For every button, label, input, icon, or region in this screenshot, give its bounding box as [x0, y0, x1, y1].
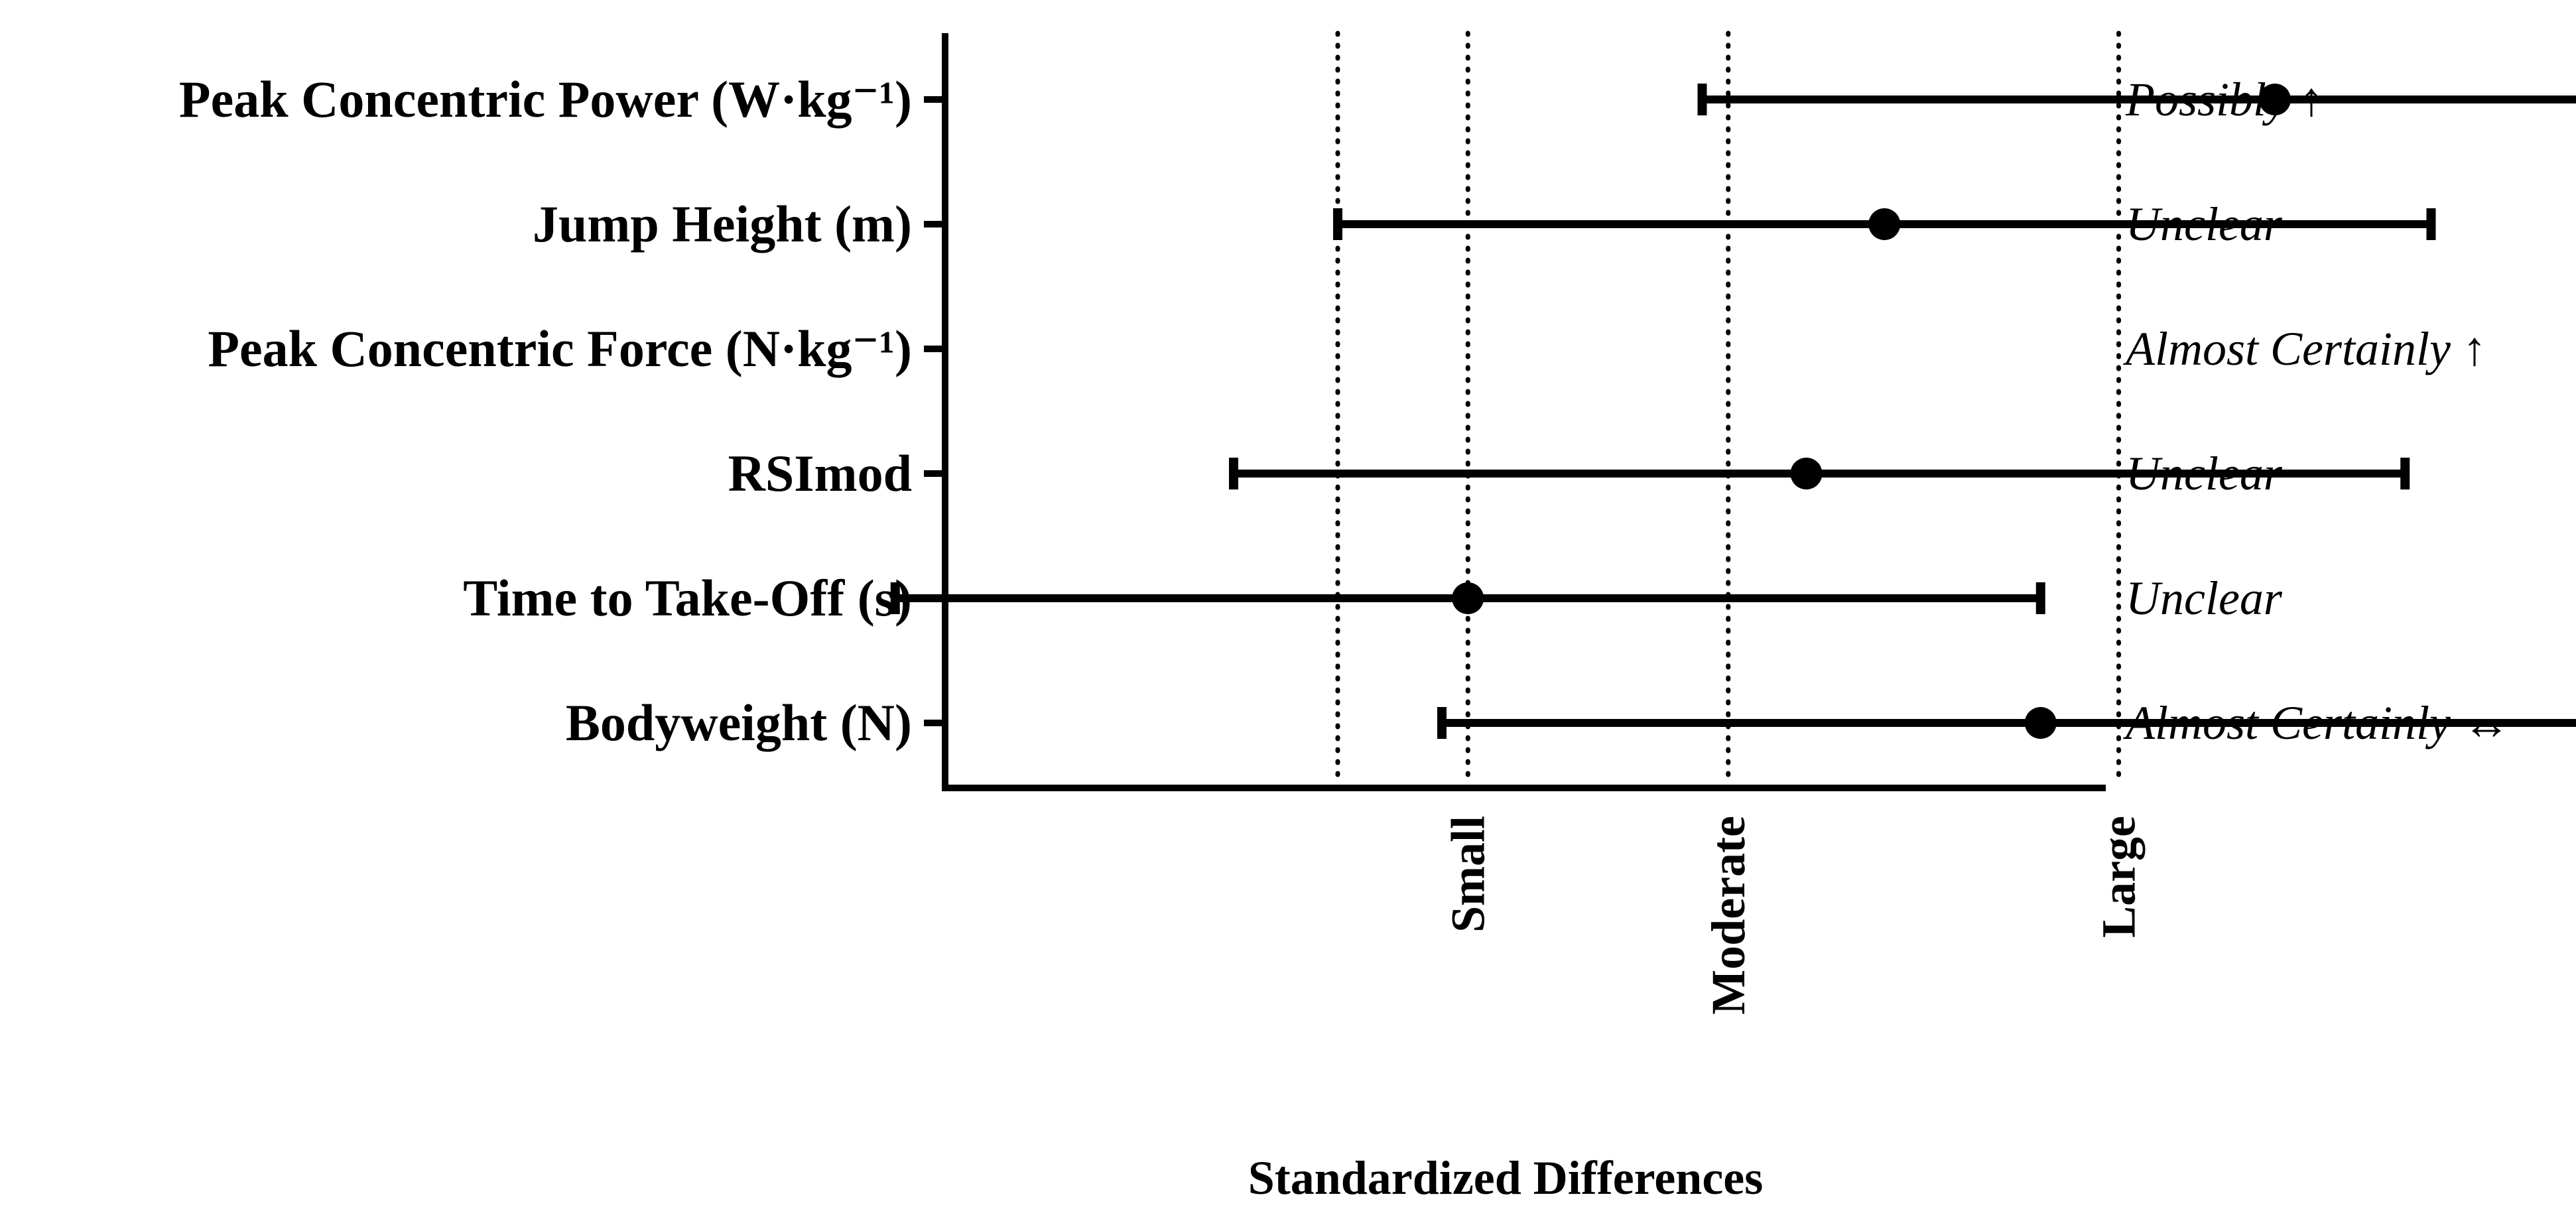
point-estimate — [1868, 208, 1901, 240]
x-axis-title: Standardized Differences — [1248, 1151, 1764, 1204]
interpretation-label: Unclear — [2126, 447, 2283, 500]
forest-row: Bodyweight (N) Almost Certainly ↔ — [566, 694, 2576, 751]
row-label: Jump Height (m) — [533, 195, 912, 253]
interpretation-label: Almost Certainly ↔ — [2123, 696, 2510, 749]
forest-row: Time to Take-Off (s) Unclear — [463, 569, 2283, 627]
row-label: RSImod — [728, 444, 912, 502]
interpretation-label: Possibly ↑ — [2125, 73, 2323, 126]
forest-row: Peak Concentric Power (W·kg⁻¹) Possibly ↑ — [179, 70, 2576, 128]
axes — [942, 33, 2106, 791]
data-rows: Peak Concentric Power (W·kg⁻¹) Possibly ↑… — [179, 70, 2576, 751]
reference-label: Large — [2093, 816, 2146, 938]
point-estimate — [1790, 458, 1823, 489]
row-label: Time to Take-Off (s) — [463, 569, 912, 627]
reference-label: Moderate — [1702, 816, 1755, 1015]
interpretation-label: Unclear — [2126, 572, 2283, 625]
forest-row: RSImod Unclear — [728, 444, 2410, 502]
reference-label: Small — [1441, 816, 1494, 933]
forest-row: Peak Concentric Force (N·kg⁻¹) Almost Cer… — [208, 320, 2486, 377]
reference-labels: SmallModerateLargeVery Large — [1441, 816, 2146, 1015]
reference-lines — [1335, 31, 2121, 787]
forest-row: Jump Height (m) Unclear — [533, 195, 2436, 253]
row-label: Peak Concentric Force (N·kg⁻¹) — [208, 320, 912, 377]
point-estimate — [1452, 582, 1484, 614]
interpretation-label: Unclear — [2126, 198, 2283, 251]
row-label: Bodyweight (N) — [566, 694, 912, 751]
interpretation-label: Almost Certainly ↑ — [2123, 322, 2486, 375]
point-estimate — [2024, 707, 2057, 739]
point-estimate — [2259, 84, 2291, 115]
row-label: Peak Concentric Power (W·kg⁻¹) — [179, 70, 912, 128]
